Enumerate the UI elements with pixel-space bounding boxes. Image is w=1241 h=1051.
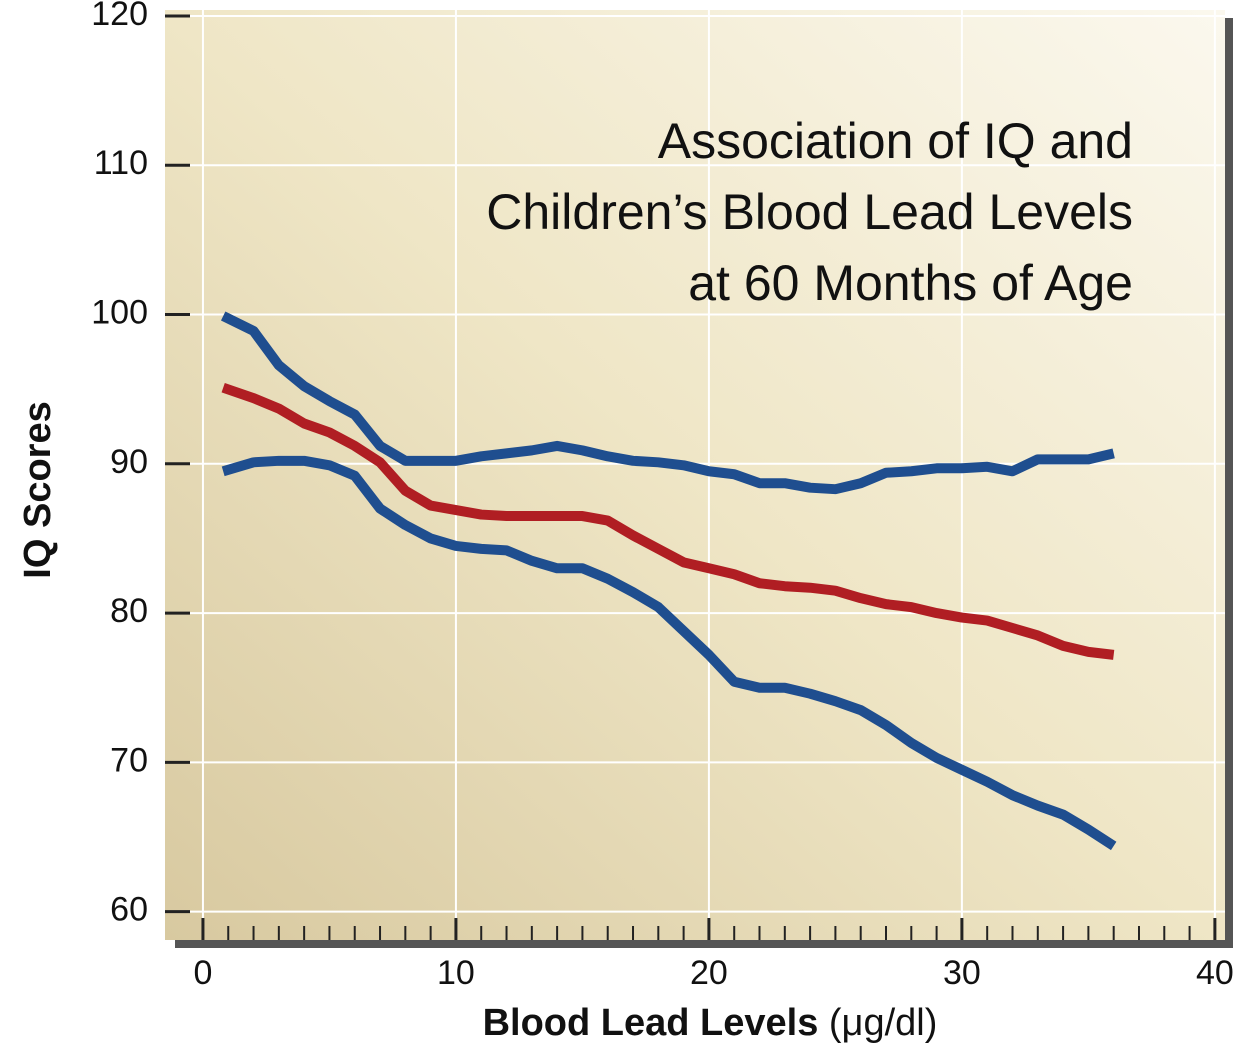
y-tick-label: 90	[110, 443, 148, 481]
plot-shadow	[1225, 18, 1233, 948]
plot-shadow	[175, 940, 1233, 948]
y-tick-label: 120	[91, 0, 148, 33]
series-line	[221, 455, 1117, 851]
x-axis-label: Blood Lead Levels (μg/dl)	[483, 1002, 938, 1044]
x-tick-label: 0	[193, 954, 212, 992]
chart-title: Association of IQ and Children’s Blood Le…	[486, 113, 1133, 311]
title-line: at 60 Months of Age	[688, 255, 1133, 311]
x-tick-label: 10	[437, 954, 475, 992]
y-tick-label: 100	[91, 294, 148, 332]
series-line	[221, 382, 1115, 660]
series-line	[220, 311, 1115, 495]
title-line: Children’s Blood Lead Levels	[486, 184, 1133, 240]
title-line: Association of IQ and	[658, 113, 1133, 169]
x-axis-label-unit: (μg/dl)	[829, 1002, 937, 1044]
y-tick-label: 60	[110, 891, 148, 929]
y-axis-label: IQ Scores	[17, 401, 59, 578]
y-tick-label: 70	[110, 741, 148, 779]
x-tick-label: 40	[1196, 954, 1234, 992]
y-tick-label: 80	[110, 592, 148, 630]
x-axis-label-main: Blood Lead Levels	[483, 1002, 819, 1044]
y-tick-label: 110	[94, 144, 148, 182]
lines	[220, 311, 1117, 851]
x-tick-label: 20	[690, 954, 728, 992]
x-tick-label: 30	[943, 954, 981, 992]
